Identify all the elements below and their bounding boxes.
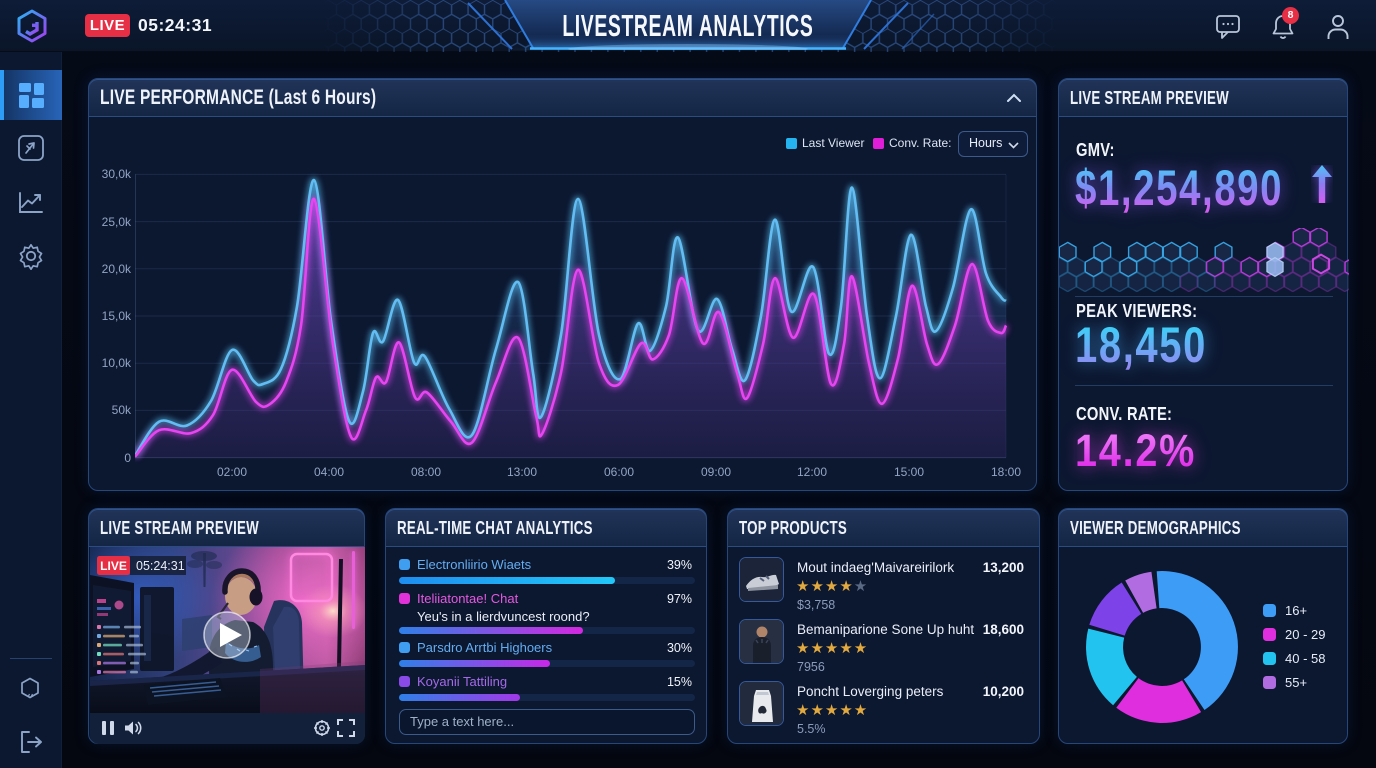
svg-text:LIVE: LIVE — [100, 559, 127, 573]
svg-text:05:24:31: 05:24:31 — [136, 559, 185, 573]
